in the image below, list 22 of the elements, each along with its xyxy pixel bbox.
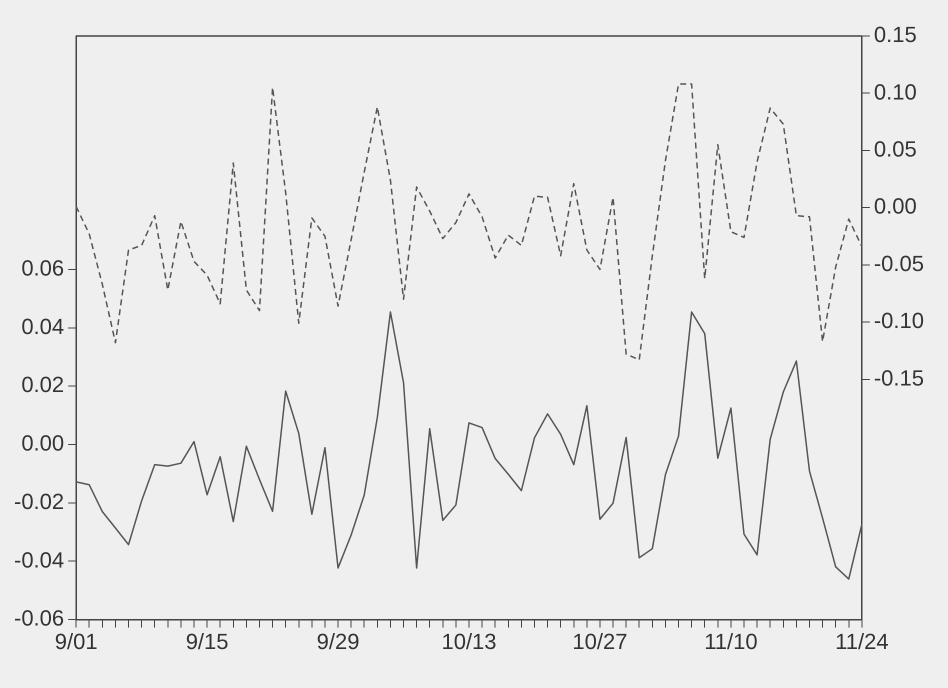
y-tick-label: 0.04 [21, 314, 64, 339]
x-tick-label: 11/24 [835, 628, 889, 654]
y-tick-label: -0.02 [14, 488, 64, 514]
x-tick-label: 10/27 [572, 628, 628, 654]
y2-tick-label: 0.05 [874, 136, 917, 162]
y-tick-label: -0.06 [14, 606, 64, 631]
y2-tick-label: -0.05 [874, 250, 924, 276]
y-tick-label: 0.02 [21, 372, 64, 398]
y-tick-label: 0.06 [21, 256, 64, 281]
x-tick-label: 11/10 [704, 628, 758, 654]
y-tick-label: -0.04 [14, 547, 64, 572]
y-tick-label: 0.00 [21, 430, 64, 456]
y2-tick-label: 0.15 [874, 22, 917, 48]
y2-tick-label: -0.10 [874, 308, 924, 334]
y2-tick-label: -0.15 [874, 365, 924, 390]
line-series [75, 83, 863, 361]
x-tick-label: 10/13 [441, 628, 497, 654]
y2-tick-label: 0.10 [874, 79, 917, 104]
x-tick-label: 9/29 [316, 628, 360, 654]
x-tick-label: 9/01 [54, 628, 98, 654]
y2-tick-label: 0.00 [874, 194, 917, 219]
x-tick-label: 9/15 [186, 628, 229, 654]
